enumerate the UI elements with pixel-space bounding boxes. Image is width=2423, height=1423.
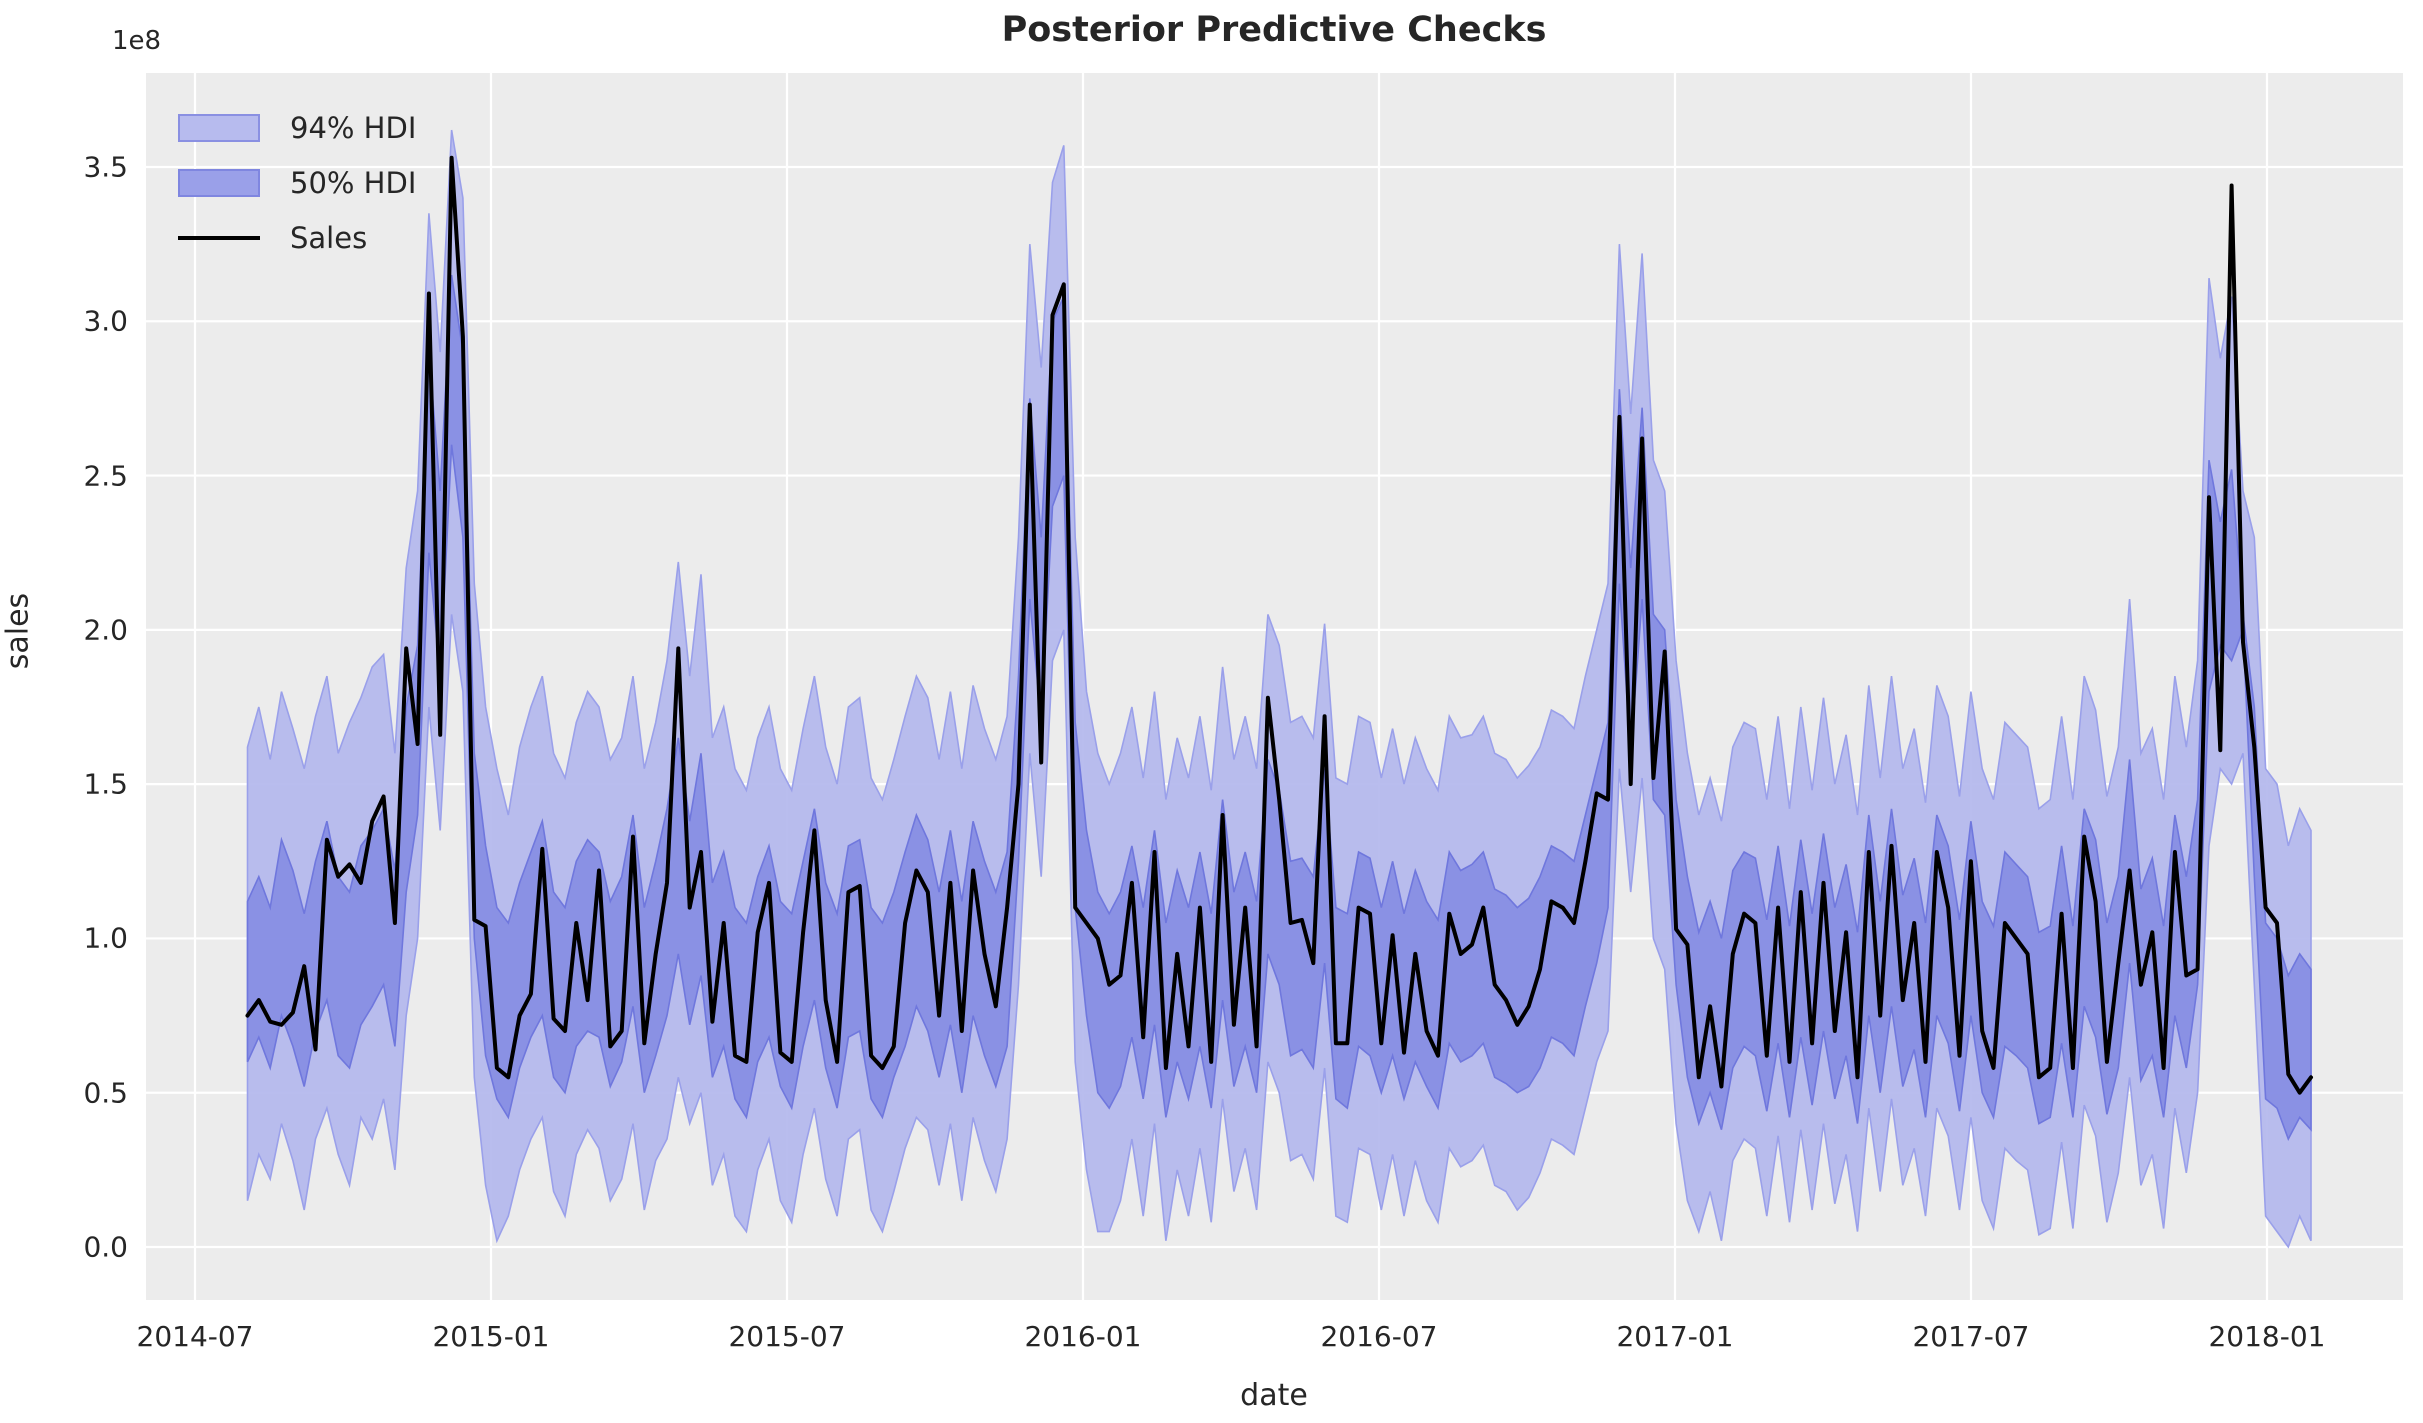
- y-tick-label-2: 1.0: [83, 921, 128, 955]
- y-tick-label-7: 3.5: [83, 150, 128, 184]
- sales-line: [245, 155, 2313, 1095]
- legend-label: 50% HDI: [290, 165, 417, 200]
- legend-patch-icon: [178, 113, 260, 142]
- legend-line-icon: [178, 235, 260, 240]
- x-tick-label-0: 2014-07: [136, 1320, 254, 1353]
- y-tick-label-0: 0.0: [83, 1230, 128, 1264]
- y-axis-label: sales: [0, 592, 36, 670]
- hdi50-band: [246, 274, 2312, 1141]
- legend-item-50-hdi: 50% HDI: [178, 155, 416, 210]
- y-axis-offset-label: 1e8: [112, 26, 162, 56]
- y-tick-label-1: 0.5: [83, 1076, 128, 1110]
- x-tick-label-7: 2018-01: [2208, 1320, 2326, 1353]
- y-tick-label-3: 1.5: [83, 767, 128, 801]
- x-tick-label-4: 2016-07: [1320, 1320, 1438, 1353]
- legend: 94% HDI 50% HDI Sales: [178, 100, 416, 265]
- y-tick-label-6: 3.0: [83, 304, 128, 338]
- y-tick-label-4: 2.0: [83, 613, 128, 647]
- x-tick-label-3: 2016-01: [1024, 1320, 1142, 1353]
- legend-label: 94% HDI: [290, 110, 417, 145]
- x-tick-label-2: 2015-07: [728, 1320, 846, 1353]
- legend-label: Sales: [290, 220, 368, 255]
- x-tick-label-5: 2017-01: [1616, 1320, 1734, 1353]
- chart-title: Posterior Predictive Checks: [1001, 10, 1547, 50]
- x-tick-label-1: 2015-01: [432, 1320, 550, 1353]
- y-tick-label-5: 2.5: [83, 459, 128, 493]
- x-tick-label-6: 2017-07: [1912, 1320, 2030, 1353]
- x-axis-label: date: [1240, 1378, 1308, 1413]
- legend-item-94-hdi: 94% HDI: [178, 100, 416, 155]
- legend-item-sales: Sales: [178, 210, 416, 265]
- legend-patch-icon: [178, 168, 260, 197]
